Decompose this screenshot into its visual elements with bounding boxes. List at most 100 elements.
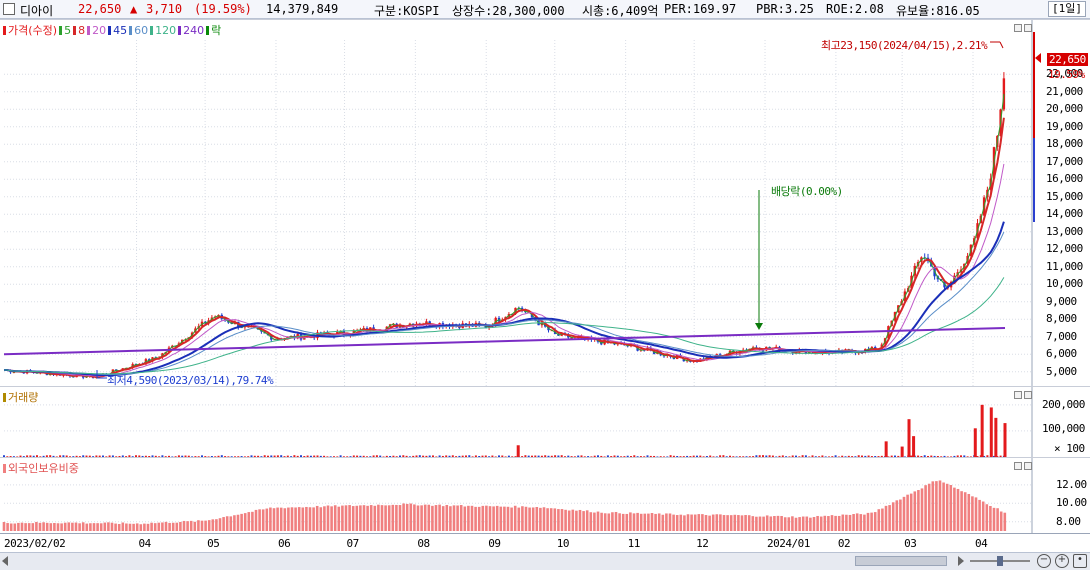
price-y-tick: 13,000 xyxy=(1046,224,1083,238)
volume-bar xyxy=(993,455,995,457)
foreign-bar xyxy=(6,523,9,531)
scroll-right-icon[interactable] xyxy=(958,556,964,566)
legend-item[interactable]: 45 xyxy=(113,24,128,37)
zoom-in-icon[interactable]: + xyxy=(1055,554,1069,568)
x-tick-label: 2024/01 xyxy=(767,537,810,550)
minimize-icon[interactable] xyxy=(1014,391,1022,399)
maximize-icon[interactable] xyxy=(1024,24,1032,32)
foreign-bar xyxy=(330,506,333,531)
volume-bar xyxy=(646,455,649,457)
foreign-bar xyxy=(92,523,96,531)
volume-bar xyxy=(62,455,65,457)
volume-bar xyxy=(557,455,560,457)
scroll-thumb[interactable] xyxy=(855,556,947,566)
volume-bar xyxy=(824,456,827,457)
price-pane-controls[interactable] xyxy=(1012,22,1032,35)
zoom-reset-icon[interactable]: • xyxy=(1073,554,1087,568)
foreign-pane-controls[interactable] xyxy=(1012,460,1032,473)
volume-bar xyxy=(587,456,590,457)
legend-item[interactable]: 가격(수정) xyxy=(8,24,58,37)
volume-bar xyxy=(699,455,702,457)
legend-item[interactable]: 락 xyxy=(211,24,222,37)
maximize-icon[interactable] xyxy=(1024,462,1032,470)
foreign-bar xyxy=(24,523,27,531)
volume-bar xyxy=(319,455,322,457)
volume-bar xyxy=(194,456,197,457)
foreign-pane[interactable]: 외국인보유비중 12.00 10.00 8.00 xyxy=(0,457,1090,534)
volume-bar xyxy=(768,455,771,457)
foreign-bar xyxy=(236,514,240,531)
volume-bar xyxy=(874,456,877,457)
volume-spike-bar xyxy=(907,419,911,457)
foreign-bar xyxy=(733,514,737,531)
minimize-icon[interactable] xyxy=(1014,24,1022,32)
foreign-bar xyxy=(600,512,603,531)
foreign-bar xyxy=(409,503,413,531)
volume-bar xyxy=(597,455,599,457)
foreign-bar xyxy=(204,520,207,531)
volume-bar xyxy=(808,456,811,457)
volume-pane-controls[interactable] xyxy=(1012,389,1032,402)
volume-bar xyxy=(399,455,401,457)
foreign-bar xyxy=(740,515,744,531)
foreign-bar xyxy=(294,507,297,531)
period-button[interactable]: [1일] xyxy=(1048,1,1086,17)
legend-item[interactable]: 240 xyxy=(183,24,205,37)
volume-bar xyxy=(923,455,926,457)
foreign-bar xyxy=(798,517,801,531)
zoom-out-icon[interactable]: − xyxy=(1037,554,1051,568)
foreign-bar xyxy=(441,506,445,531)
x-tick-label: 06 xyxy=(277,537,291,550)
volume-legend-label: 거래량 xyxy=(8,391,39,404)
price-y-tick: 21,000 xyxy=(1046,84,1083,98)
price-y-tick: 17,000 xyxy=(1046,154,1083,168)
volume-bar xyxy=(3,455,5,457)
foreign-bar xyxy=(913,491,917,531)
price-chart[interactable] xyxy=(0,20,1090,387)
legend-item[interactable]: 60 xyxy=(134,24,149,37)
volume-bar xyxy=(22,456,25,457)
stock-name[interactable]: 디아이 xyxy=(20,4,54,18)
volume-pane[interactable]: 거래량 200,000 100,000 × 100 xyxy=(0,386,1090,458)
volume-bar xyxy=(187,455,190,457)
foreign-bar xyxy=(920,488,924,531)
legend-item[interactable]: 120 xyxy=(155,24,177,37)
select-checkbox[interactable] xyxy=(3,3,15,15)
price-legend: 가격(수정) 5 8 20 45 60 120 240 락 xyxy=(3,22,223,38)
foreign-bar xyxy=(211,519,215,531)
minimize-icon[interactable] xyxy=(1014,462,1022,470)
scroll-left-icon[interactable] xyxy=(2,556,8,566)
zoom-knob[interactable] xyxy=(997,556,1003,566)
foreign-bar xyxy=(521,506,524,531)
price-y-tick: 11,000 xyxy=(1046,259,1083,273)
maximize-icon[interactable] xyxy=(1024,391,1032,399)
foreign-bar xyxy=(654,513,657,531)
volume-chart[interactable] xyxy=(0,387,1090,458)
foreign-ownership-chart[interactable] xyxy=(0,458,1090,534)
volume-bar xyxy=(547,455,550,457)
scroll-bar[interactable]: − + • xyxy=(0,552,1090,570)
foreign-bar xyxy=(474,506,477,531)
foreign-bar xyxy=(261,509,265,531)
volume-bar xyxy=(758,455,761,457)
foreign-bar xyxy=(157,522,161,531)
price-pane[interactable]: 가격(수정) 5 8 20 45 60 120 240 락 22,000 21,000 20,000… xyxy=(0,19,1090,387)
volume-bar xyxy=(29,455,32,457)
foreign-bar xyxy=(985,504,989,531)
volume-bar xyxy=(154,455,157,457)
volume-bar xyxy=(712,456,715,457)
legend-item[interactable]: 5 xyxy=(64,24,72,37)
legend-item[interactable]: 20 xyxy=(92,24,107,37)
volume-bar xyxy=(696,455,698,457)
foreign-bar xyxy=(355,505,359,531)
legend-item[interactable]: 8 xyxy=(78,24,86,37)
foreign-bar xyxy=(603,513,607,531)
foreign-bar xyxy=(780,516,783,531)
foreign-bar xyxy=(359,505,362,531)
volume-bar xyxy=(26,455,29,457)
volume-bar xyxy=(98,455,101,457)
volume-bar xyxy=(197,456,200,457)
foreign-bar xyxy=(366,505,369,531)
volume-bar xyxy=(253,455,256,457)
foreign-bar xyxy=(423,504,427,531)
